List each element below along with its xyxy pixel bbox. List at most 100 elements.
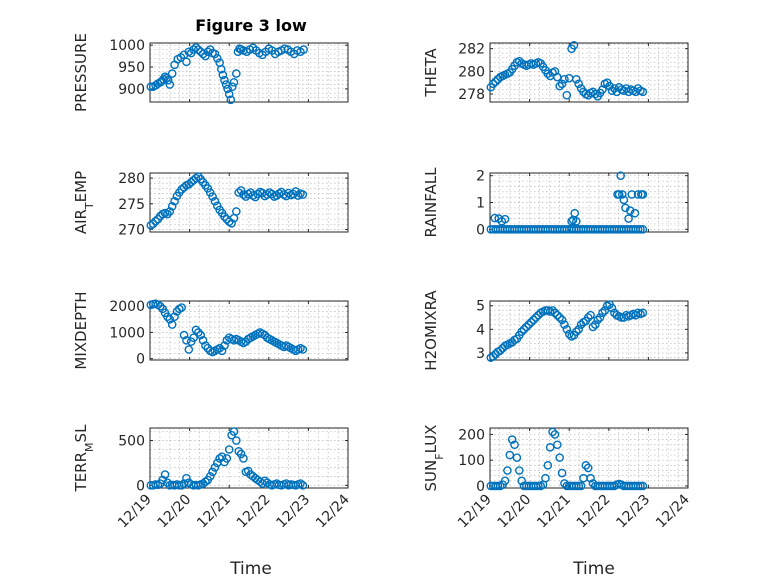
panel-7-ytick-label: 0: [136, 478, 145, 494]
panel-8-xtick-label: 12/20: [495, 492, 535, 532]
panel-5-point: [155, 301, 165, 311]
panel-4-ytick-label: 0: [476, 222, 485, 238]
panel-1-ytick-label: 1000: [109, 38, 145, 54]
panel-6: 3 4 5 H2OMIXRA: [422, 290, 689, 371]
panel-4-ylabel: RAINFALL: [422, 167, 440, 238]
panel-8-point: [572, 481, 581, 491]
panel-2-point: [560, 75, 569, 84]
panel-7-point: [232, 436, 241, 445]
panel-5-point: [170, 312, 179, 322]
panel-6-ylabel: H2OMIXRA: [422, 290, 440, 371]
panel-3-ytick-label: 270: [118, 222, 145, 238]
panel-7-xtick-label: 12/24: [313, 491, 353, 531]
panel-5-point: [179, 330, 189, 340]
panel-5-ylabel: MIXDEPTH: [72, 291, 90, 369]
panel-7-point: [201, 477, 210, 487]
panel-7-point: [224, 445, 234, 454]
panel-6-point: [588, 322, 598, 332]
panel-8-xtick-label: 12/22: [574, 492, 614, 532]
panel-6-point: [583, 313, 593, 322]
panel-5-point: [191, 325, 201, 335]
panel-8-point: [510, 440, 519, 450]
panel-6-point: [519, 325, 529, 334]
panel-5-ytick-label: 0: [136, 352, 145, 368]
panel-8-point: [560, 479, 569, 488]
panel-4-point: [621, 203, 630, 213]
panel-8-point: [517, 476, 526, 486]
panel-7-point: [160, 470, 170, 479]
panel-8-ylabel: SUNFLUX: [422, 425, 446, 492]
panel-1-point: [165, 80, 175, 89]
panel-8-axes-frame: [489, 427, 689, 489]
panel-5-point: [165, 315, 175, 324]
panel-7-point: [175, 481, 184, 490]
panel-8-point: [581, 461, 591, 470]
panel-8-point: [588, 479, 598, 488]
panel-5-point: [220, 341, 229, 350]
panel-5-point: [201, 341, 210, 350]
panel-4-point: [570, 208, 580, 218]
panel-1-point: [218, 70, 228, 80]
panel-1-point: [210, 49, 220, 59]
panel-1-point: [201, 51, 210, 61]
panel-6-ytick-label: 3: [476, 346, 485, 362]
panel-4-ytick-label: 1: [476, 196, 485, 212]
panel-4-point: [614, 190, 624, 199]
panel-8-xtick-label: 12/21: [534, 492, 574, 532]
panel-8-xtick-label: 12/23: [613, 492, 653, 532]
panel-6-ytick-label: 5: [476, 299, 485, 315]
panel-6-point: [572, 327, 581, 336]
panel-1-point: [182, 57, 191, 67]
panel-4-point: [630, 208, 640, 218]
panel-8-point: [583, 463, 593, 473]
panel-1-point: [162, 73, 171, 83]
panel-8-point: [574, 481, 584, 491]
panel-8-point: [555, 453, 564, 462]
panel-1-point: [232, 69, 241, 78]
panel-4-point: [490, 213, 500, 223]
panel-8-point: [534, 481, 543, 491]
panel-8-point: [541, 473, 550, 483]
panel-6-point: [595, 313, 605, 322]
panel-4: 0 1 2 RAINFALL: [422, 167, 689, 238]
panel-2-point: [555, 81, 564, 91]
panel-3-ylabel-subscript: T: [83, 202, 96, 210]
panel-2-point: [562, 90, 572, 100]
panel-8-point: [586, 473, 595, 483]
panel-1-point: [228, 82, 237, 92]
panel-7-point: [158, 475, 167, 485]
panel-8-point: [505, 450, 515, 460]
panel-3-ylabel-part: AIR: [72, 209, 90, 234]
panel-3-point: [293, 191, 303, 200]
panel-8: 12/19 12/20 12/21 12/22 12/23 12/24 0 100 200 SUN…: [422, 425, 693, 532]
panel-4-point: [616, 171, 625, 180]
panel-2-ytick-label: 278: [458, 87, 485, 103]
panel-3-point: [220, 212, 229, 221]
panel-2-point: [591, 89, 600, 99]
panel-8-ylabel-part: LUX: [422, 425, 440, 454]
panel-6-point: [555, 313, 564, 322]
panel-3-ylabel: AIRTEMP: [72, 171, 96, 234]
panel-3-point: [208, 192, 217, 201]
panel-2-point: [569, 40, 579, 50]
panel-6-point: [591, 320, 600, 329]
panel-7-point: [208, 467, 217, 477]
panel-3-point: [167, 202, 177, 211]
panel-3-point: [194, 172, 203, 181]
panel-7-ylabel: TERRMSL: [72, 424, 96, 493]
panel-8-point: [515, 466, 524, 475]
panel-6-ytick-label: 4: [476, 322, 485, 338]
x-axis-label-left: Time: [229, 559, 272, 579]
panel-2-point: [605, 81, 614, 91]
panel-5-axes-frame: [149, 300, 349, 361]
panel-2-point: [557, 79, 567, 89]
panel-8-point: [557, 468, 567, 478]
panel-8-point: [548, 427, 557, 437]
panel-6-point: [562, 325, 572, 334]
panel-7-point: [239, 454, 248, 463]
panel-2-point: [488, 79, 498, 89]
panel-1-point: [226, 95, 236, 105]
panel-6-point: [529, 315, 538, 325]
